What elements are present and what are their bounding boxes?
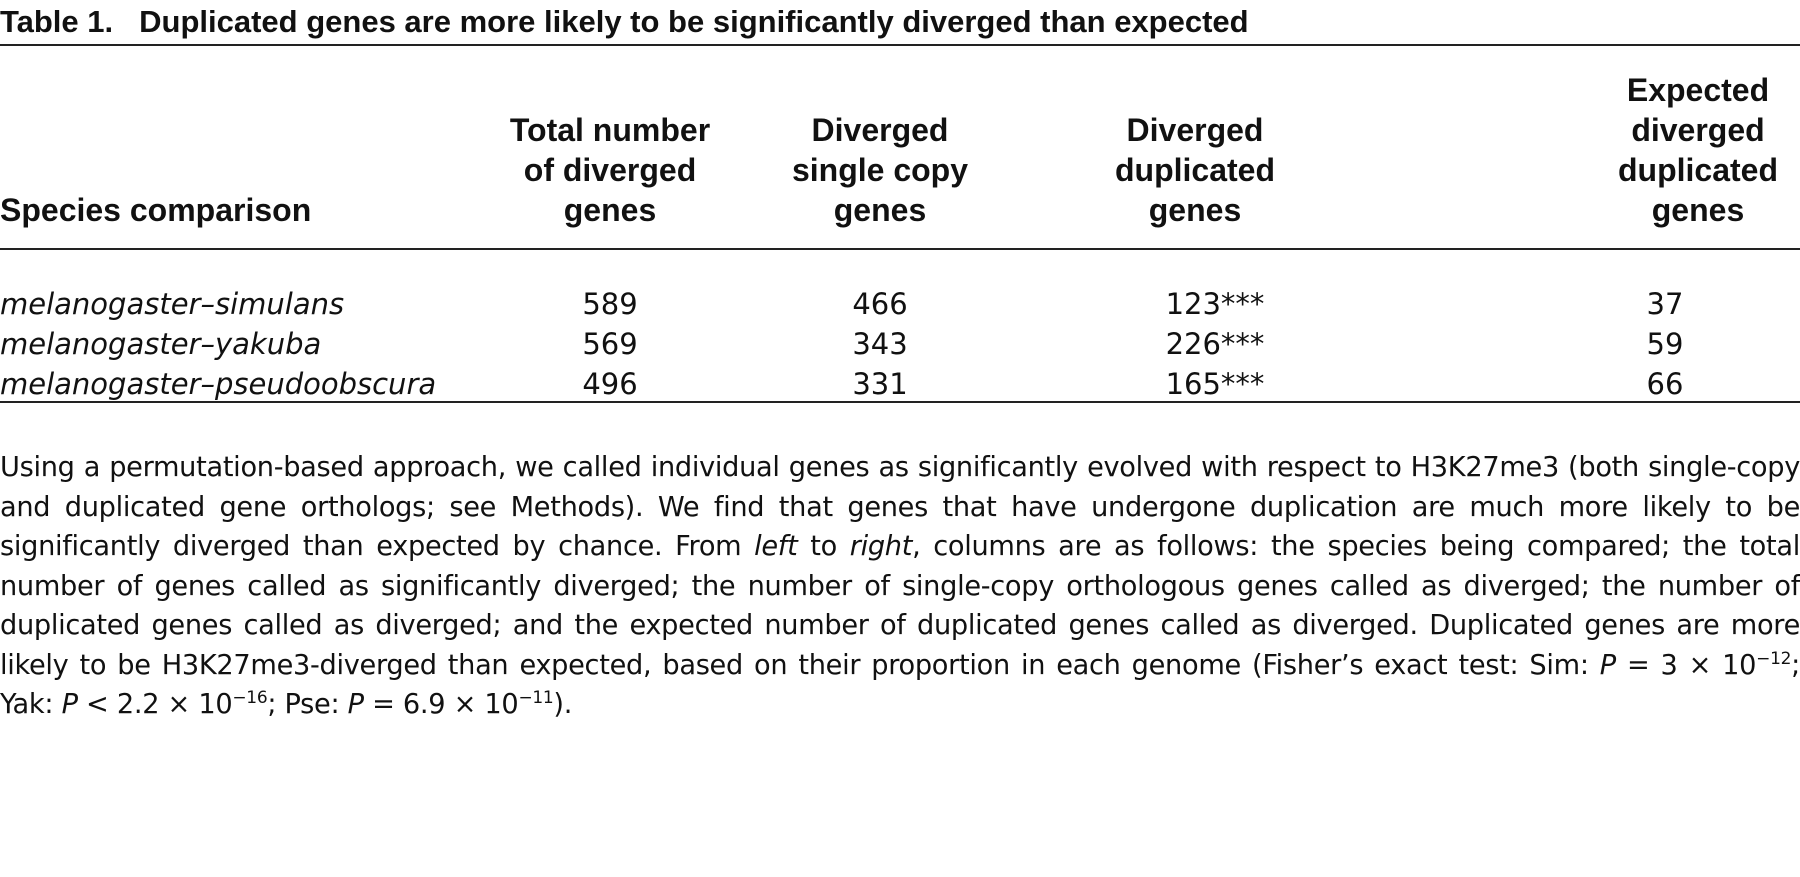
table-title: Table 1. Duplicated genes are more likely…	[0, 4, 1249, 40]
table-row: melanogaster–pseudoobscura 496 331 165*** 66	[0, 364, 1800, 404]
cell-total: 589	[582, 287, 638, 321]
header-row: Species comparison Total number of diver…	[0, 70, 1800, 246]
col-header-species: Species comparison	[0, 192, 312, 228]
cell-species: melanogaster–simulans	[0, 287, 345, 321]
top-rule	[0, 44, 1800, 46]
table-caption: Duplicated genes are more likely to be s…	[139, 4, 1249, 39]
cell-single-copy: 331	[852, 367, 908, 401]
cell-duplicated: 226***	[1165, 327, 1265, 361]
cell-duplicated: 165***	[1165, 367, 1265, 401]
col-header-single: Diverged single copy genes	[791, 112, 969, 228]
table-footnote: Using a permutation-based approach, we c…	[0, 452, 1800, 720]
cell-total: 569	[582, 327, 638, 361]
cell-expected: 66	[1646, 367, 1684, 401]
cell-species: melanogaster–pseudoobscura	[0, 367, 437, 401]
bottom-rule	[0, 401, 1800, 403]
cell-species: melanogaster–yakuba	[0, 327, 322, 361]
col-header-total: Total number of diverged genes	[509, 112, 711, 228]
table-row: melanogaster–simulans 589 466 123*** 37	[0, 246, 1800, 324]
header-rule	[0, 248, 1800, 250]
cell-expected: 59	[1646, 327, 1684, 361]
cell-single-copy: 466	[852, 287, 908, 321]
cell-total: 496	[582, 367, 638, 401]
table-number: Table 1.	[0, 4, 114, 39]
data-table: Species comparison Total number of diver…	[0, 70, 1800, 404]
cell-single-copy: 343	[852, 327, 908, 361]
cell-expected: 37	[1646, 287, 1684, 321]
col-header-duplicated: Diverged duplicated genes	[1114, 112, 1275, 228]
table-row: melanogaster–yakuba 569 343 226*** 59	[0, 324, 1800, 364]
cell-duplicated: 123***	[1165, 287, 1265, 321]
col-header-expected: Expected diverged duplicated genes	[1617, 72, 1778, 228]
